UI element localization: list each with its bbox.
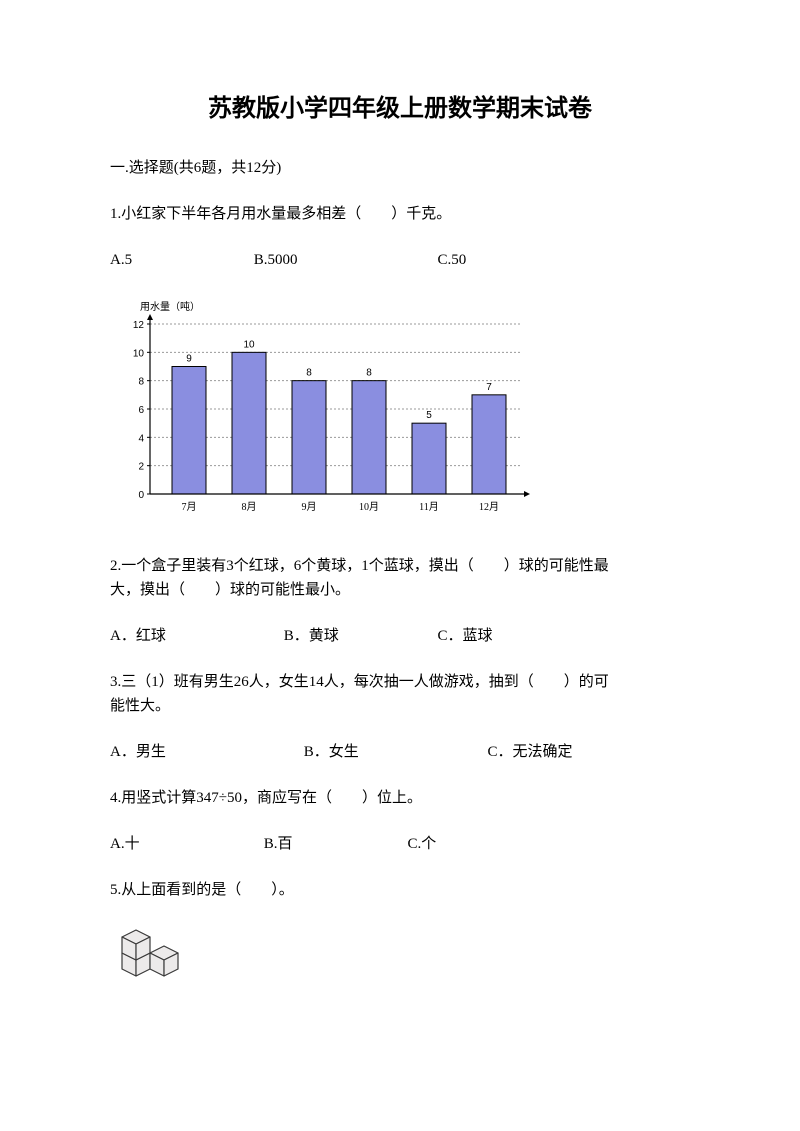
q4-text: 4.用竖式计算347÷50，商应写在（ ）位上。 <box>110 786 690 810</box>
svg-text:0: 0 <box>138 490 144 501</box>
cubes-figure <box>110 924 690 984</box>
svg-text:12: 12 <box>133 320 145 331</box>
q1-text: 1.小红家下半年各月用水量最多相差（ ）千克。 <box>110 202 690 226</box>
svg-text:7: 7 <box>486 382 492 393</box>
q5-text: 5.从上面看到的是（ ）。 <box>110 878 690 902</box>
svg-text:10: 10 <box>133 349 145 360</box>
q4-options: A.十 B.百 C.个 <box>110 832 690 856</box>
svg-text:8月: 8月 <box>242 501 257 513</box>
q2-opt-b: B．黄球 <box>284 624 434 648</box>
q1-opt-a: A.5 <box>110 248 250 272</box>
svg-text:用水量（吨）: 用水量（吨） <box>140 300 200 313</box>
q4-opt-b: B.百 <box>264 832 404 856</box>
water-usage-chart: 用水量（吨） 0 2 4 6 8 10 12 9 7月 10 8月 8 9月 8 10月 5 11月 7 12月 <box>110 294 690 524</box>
q3-line1: 3.三（1）班有男生26人，女生14人，每次抽一人做游戏，抽到（ ）的可 <box>110 674 609 690</box>
svg-text:12月: 12月 <box>479 501 499 513</box>
svg-text:10月: 10月 <box>359 501 379 513</box>
q2-text: 2.一个盒子里装有3个红球，6个黄球，1个蓝球，摸出（ ）球的可能性最 大，摸出… <box>110 554 690 602</box>
q2-opt-a: A．红球 <box>110 624 280 648</box>
page-title: 苏教版小学四年级上册数学期末试卷 <box>110 90 690 128</box>
q3-text: 3.三（1）班有男生26人，女生14人，每次抽一人做游戏，抽到（ ）的可 能性大… <box>110 670 690 718</box>
q4-opt-c: C.个 <box>408 832 437 856</box>
q3-opt-c: C．无法确定 <box>488 740 573 764</box>
q1-opt-c: C.50 <box>438 248 467 272</box>
svg-text:7月: 7月 <box>182 501 197 513</box>
svg-text:9: 9 <box>186 354 192 365</box>
q3-line2: 能性大。 <box>110 698 170 714</box>
svg-text:9月: 9月 <box>302 501 317 513</box>
q2-line1: 2.一个盒子里装有3个红球，6个黄球，1个蓝球，摸出（ ）球的可能性最 <box>110 558 609 574</box>
svg-text:10: 10 <box>243 340 255 351</box>
q1-opt-b: B.5000 <box>254 248 434 272</box>
q2-opt-c: C．蓝球 <box>438 624 493 648</box>
svg-text:8: 8 <box>306 368 312 379</box>
section-header: 一.选择题(共6题，共12分) <box>110 156 690 180</box>
q4-opt-a: A.十 <box>110 832 260 856</box>
svg-text:2: 2 <box>138 462 144 473</box>
q3-opt-a: A．男生 <box>110 740 300 764</box>
svg-text:4: 4 <box>138 434 144 445</box>
q2-line2: 大，摸出（ ）球的可能性最小。 <box>110 582 350 598</box>
q1-options: A.5 B.5000 C.50 <box>110 248 690 272</box>
svg-text:6: 6 <box>138 405 144 416</box>
svg-text:8: 8 <box>366 368 372 379</box>
svg-text:5: 5 <box>426 411 432 422</box>
svg-text:11月: 11月 <box>419 501 439 513</box>
q3-options: A．男生 B．女生 C．无法确定 <box>110 740 690 764</box>
svg-text:8: 8 <box>138 377 144 388</box>
q2-options: A．红球 B．黄球 C．蓝球 <box>110 624 690 648</box>
q3-opt-b: B．女生 <box>304 740 484 764</box>
